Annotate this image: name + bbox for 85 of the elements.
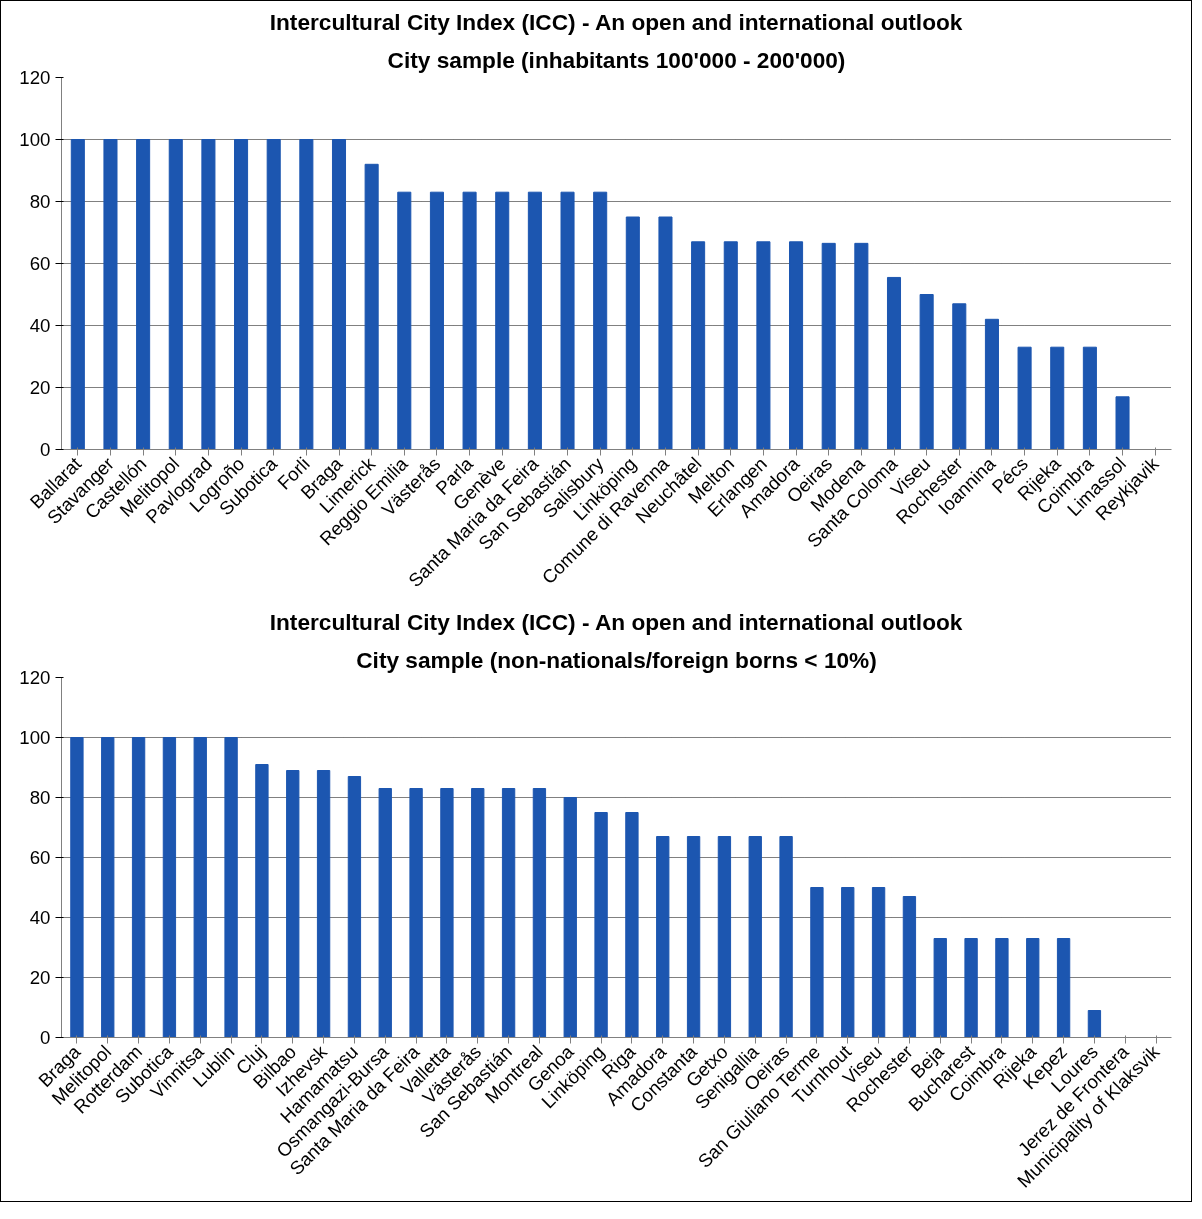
- bar: [532, 788, 547, 1038]
- bar: [686, 836, 701, 1038]
- bar: [886, 276, 902, 450]
- y-tick-label: 40: [29, 907, 51, 928]
- bar: [409, 788, 423, 1038]
- bar: [656, 836, 670, 1038]
- bar: [756, 241, 771, 450]
- y-tick-label: 100: [19, 129, 51, 150]
- bar: [162, 737, 177, 1038]
- bar: [902, 896, 917, 1038]
- bar: [70, 737, 84, 1038]
- bar: [952, 303, 967, 450]
- bar: [1050, 346, 1065, 450]
- bar: [1026, 938, 1040, 1038]
- bar: [299, 139, 314, 450]
- bar: [193, 737, 207, 1038]
- y-tick-label: 120: [19, 667, 51, 688]
- bar: [871, 887, 886, 1038]
- bar: [995, 938, 1009, 1038]
- bar: [131, 737, 146, 1038]
- bar: [560, 191, 575, 450]
- bar: [919, 294, 934, 450]
- bar: [266, 139, 281, 450]
- bar: [933, 938, 947, 1038]
- bar: [593, 191, 608, 450]
- bar: [717, 836, 732, 1038]
- bar: [255, 764, 269, 1038]
- bar: [1087, 1010, 1102, 1038]
- y-tick-label: 60: [29, 253, 51, 274]
- y-tick-label: 60: [29, 847, 51, 868]
- bar: [1017, 346, 1032, 450]
- bar: [462, 191, 477, 450]
- bar: [136, 139, 151, 450]
- bar: [789, 241, 804, 450]
- bar: [103, 139, 118, 450]
- chart-subtitle: City sample (non-nationals/foreign borns < 10%): [356, 646, 877, 673]
- bar: [821, 242, 836, 450]
- bar: [168, 139, 183, 450]
- bar: [964, 938, 978, 1038]
- bar: [594, 812, 608, 1038]
- bar: [1115, 396, 1130, 450]
- bar: [723, 241, 738, 450]
- bar: [527, 191, 542, 450]
- bar: [70, 139, 85, 450]
- bar: [984, 318, 999, 450]
- bar: [234, 139, 249, 450]
- bar: [779, 836, 793, 1038]
- bar: [501, 788, 516, 1038]
- bar: [854, 242, 869, 450]
- bar: [841, 887, 855, 1038]
- bar: [625, 216, 640, 450]
- bar: [347, 776, 362, 1038]
- bar: [316, 770, 331, 1038]
- bar: [748, 836, 762, 1038]
- bar: [201, 139, 216, 450]
- bar: [286, 770, 300, 1038]
- bar: [331, 139, 347, 450]
- y-tick-label: 0: [40, 1027, 51, 1048]
- bar: [1082, 346, 1097, 450]
- bar: [471, 788, 485, 1038]
- y-tick-label: 20: [29, 377, 51, 398]
- bar: [563, 797, 577, 1038]
- bar: [429, 191, 444, 450]
- chart-subtitle: City sample (inhabitants 100'000 - 200'000): [387, 46, 846, 73]
- bar: [397, 191, 412, 450]
- y-tick-label: 80: [29, 191, 51, 212]
- bar: [810, 887, 824, 1038]
- chart-title: Intercultural City Index (ICC) - An open and international outlook: [269, 8, 963, 35]
- bar: [1056, 938, 1071, 1038]
- bar: [625, 812, 639, 1038]
- y-tick-label: 0: [40, 439, 51, 460]
- chart-title: Intercultural City Index (ICC) - An open and international outlook: [269, 608, 963, 635]
- y-tick-label: 40: [29, 315, 51, 336]
- bar: [440, 788, 454, 1038]
- bar: [378, 788, 392, 1038]
- y-tick-label: 80: [29, 787, 51, 808]
- bar: [658, 216, 673, 450]
- y-tick-label: 120: [19, 67, 51, 88]
- bar: [224, 737, 238, 1038]
- y-tick-label: 100: [19, 727, 51, 748]
- bar: [691, 241, 706, 450]
- bar: [495, 191, 510, 450]
- bar: [101, 737, 115, 1038]
- bar: [364, 163, 379, 450]
- y-tick-label: 20: [29, 967, 51, 988]
